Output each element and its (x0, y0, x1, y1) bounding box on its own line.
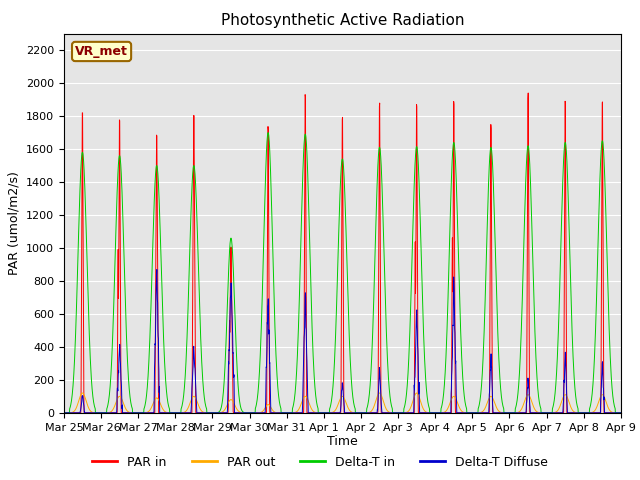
Line: Delta-T in: Delta-T in (64, 132, 621, 413)
Line: PAR out: PAR out (64, 393, 621, 413)
Delta-T in (617, 410, 625, 416)
Delta-T in (60, 410, 68, 416)
PAR in (358, 410, 366, 416)
PAR out (568, 406, 575, 412)
Delta-T Diffuse (617, 410, 625, 416)
Delta-T Diffuse (216, 410, 223, 416)
Delta-T Diffuse (568, 410, 575, 416)
PAR in (371, 410, 378, 416)
Delta-T in (371, 262, 379, 267)
Delta-T in (216, 409, 223, 415)
PAR out (504, 410, 512, 416)
PAR in (568, 410, 575, 416)
PAR in (524, 90, 532, 96)
PAR out (359, 410, 367, 416)
PAR out (60, 410, 68, 416)
Delta-T Diffuse (153, 267, 161, 273)
Delta-T Diffuse (584, 410, 591, 416)
Title: Photosynthetic Active Radiation: Photosynthetic Active Radiation (221, 13, 464, 28)
PAR out (617, 410, 625, 416)
PAR out (79, 390, 86, 396)
Delta-T in (568, 320, 575, 326)
Delta-T in (359, 410, 367, 416)
PAR in (60, 410, 68, 416)
Y-axis label: PAR (umol/m2/s): PAR (umol/m2/s) (8, 171, 20, 275)
Line: Delta-T Diffuse: Delta-T Diffuse (64, 270, 621, 413)
Delta-T Diffuse (371, 410, 379, 416)
PAR in (216, 410, 223, 416)
Delta-T Diffuse (504, 410, 512, 416)
PAR in (617, 410, 625, 416)
Text: VR_met: VR_met (75, 45, 128, 58)
X-axis label: Time: Time (327, 435, 358, 448)
Delta-T Diffuse (60, 410, 68, 416)
PAR out (584, 410, 591, 416)
PAR in (584, 410, 591, 416)
Delta-T in (264, 130, 272, 135)
PAR out (216, 410, 223, 416)
Delta-T in (584, 410, 591, 416)
Delta-T in (504, 410, 512, 416)
PAR in (504, 410, 512, 416)
Legend: PAR in, PAR out, Delta-T in, Delta-T Diffuse: PAR in, PAR out, Delta-T in, Delta-T Dif… (87, 451, 553, 474)
PAR out (371, 401, 379, 407)
Delta-T Diffuse (359, 410, 367, 416)
Line: PAR in: PAR in (64, 93, 621, 413)
